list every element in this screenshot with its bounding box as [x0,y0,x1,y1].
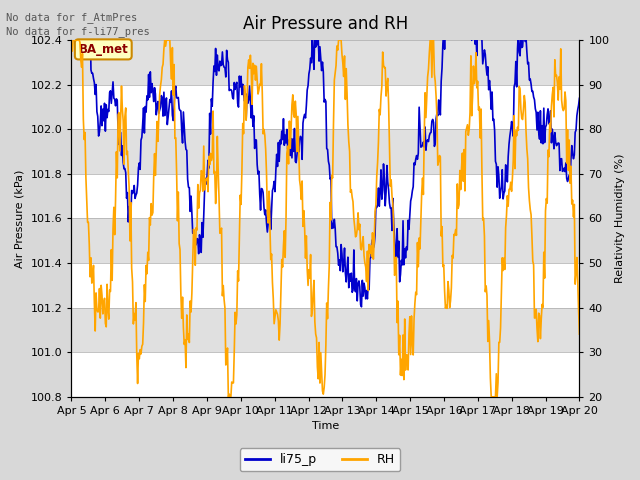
Bar [72,218,579,263]
Legend: li75_p, RH: li75_p, RH [240,448,400,471]
Bar [72,84,579,129]
Text: No data for f­li77_pres: No data for f­li77_pres [6,26,150,37]
Text: BA_met: BA_met [79,43,128,56]
Bar [72,263,579,308]
Bar [72,40,579,84]
Title: Air Pressure and RH: Air Pressure and RH [243,15,408,33]
Bar [72,129,579,174]
Bar [72,308,579,352]
X-axis label: Time: Time [312,421,339,432]
Y-axis label: Relativity Humidity (%): Relativity Humidity (%) [615,154,625,283]
Text: No data for f_AtmPres: No data for f_AtmPres [6,12,138,23]
Bar [72,352,579,397]
Bar [72,174,579,218]
Y-axis label: Air Pressure (kPa): Air Pressure (kPa) [15,169,25,268]
